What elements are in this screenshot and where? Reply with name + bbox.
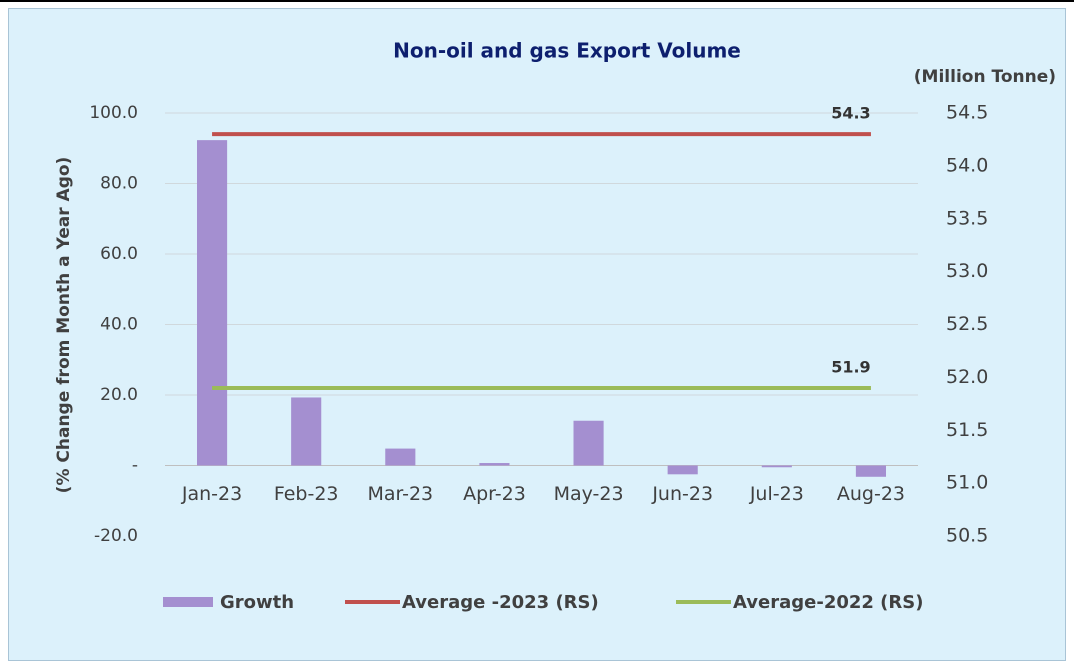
y2-tick-label: 51.5 — [946, 419, 988, 441]
y2-tick-label: 53.0 — [946, 260, 988, 282]
bar — [385, 448, 416, 466]
x-tick-label: Jul-23 — [749, 483, 804, 505]
y2-tick-label: 50.5 — [946, 525, 988, 547]
y2-tick-label: 54.0 — [946, 154, 988, 176]
bar — [855, 465, 886, 477]
legend-label: Growth — [220, 592, 294, 613]
y2-tick-label: 51.0 — [946, 472, 988, 494]
y-tick-label: 20.0 — [100, 385, 138, 405]
top-border — [0, 0, 1074, 2]
y-tick-label: 60.0 — [100, 244, 138, 264]
y2-tick-label: 53.5 — [946, 207, 988, 229]
y2-tick-label: 52.0 — [946, 366, 988, 388]
bar — [573, 420, 604, 466]
x-tick-label: Mar-23 — [367, 483, 433, 505]
chart-panel — [8, 8, 1066, 661]
x-tick-label: May-23 — [554, 483, 624, 505]
x-tick-label: Jan-23 — [181, 483, 242, 505]
y2-tick-label: 54.5 — [946, 102, 988, 124]
y-tick-label: - — [132, 456, 138, 476]
x-tick-label: Jun-23 — [651, 483, 713, 505]
legend-label: Average -2023 (RS) — [402, 592, 599, 613]
bar — [479, 463, 510, 466]
data-label: 54.3 — [831, 104, 870, 123]
legend-label: Average-2022 (RS) — [733, 592, 923, 613]
x-tick-label: Aug-23 — [837, 483, 905, 505]
data-label: 51.9 — [831, 357, 870, 376]
chart-title: Non-oil and gas Export Volume — [393, 39, 741, 63]
legend-swatch — [163, 597, 213, 607]
y-tick-label: 40.0 — [100, 315, 138, 335]
y-axis-title: (% Change from Month a Year Ago) — [54, 157, 74, 494]
y-tick-label: 100.0 — [89, 103, 138, 123]
y2-axis-title: (Million Tonne) — [914, 67, 1056, 87]
x-tick-label: Feb-23 — [274, 483, 339, 505]
bar — [667, 465, 698, 475]
y2-tick-label: 52.5 — [946, 313, 988, 335]
bar — [197, 140, 228, 466]
x-tick-label: Apr-23 — [463, 483, 526, 505]
bar — [761, 465, 792, 468]
y-tick-label: 80.0 — [100, 174, 138, 194]
bar — [291, 397, 322, 466]
y-tick-label: -20.0 — [94, 526, 138, 546]
